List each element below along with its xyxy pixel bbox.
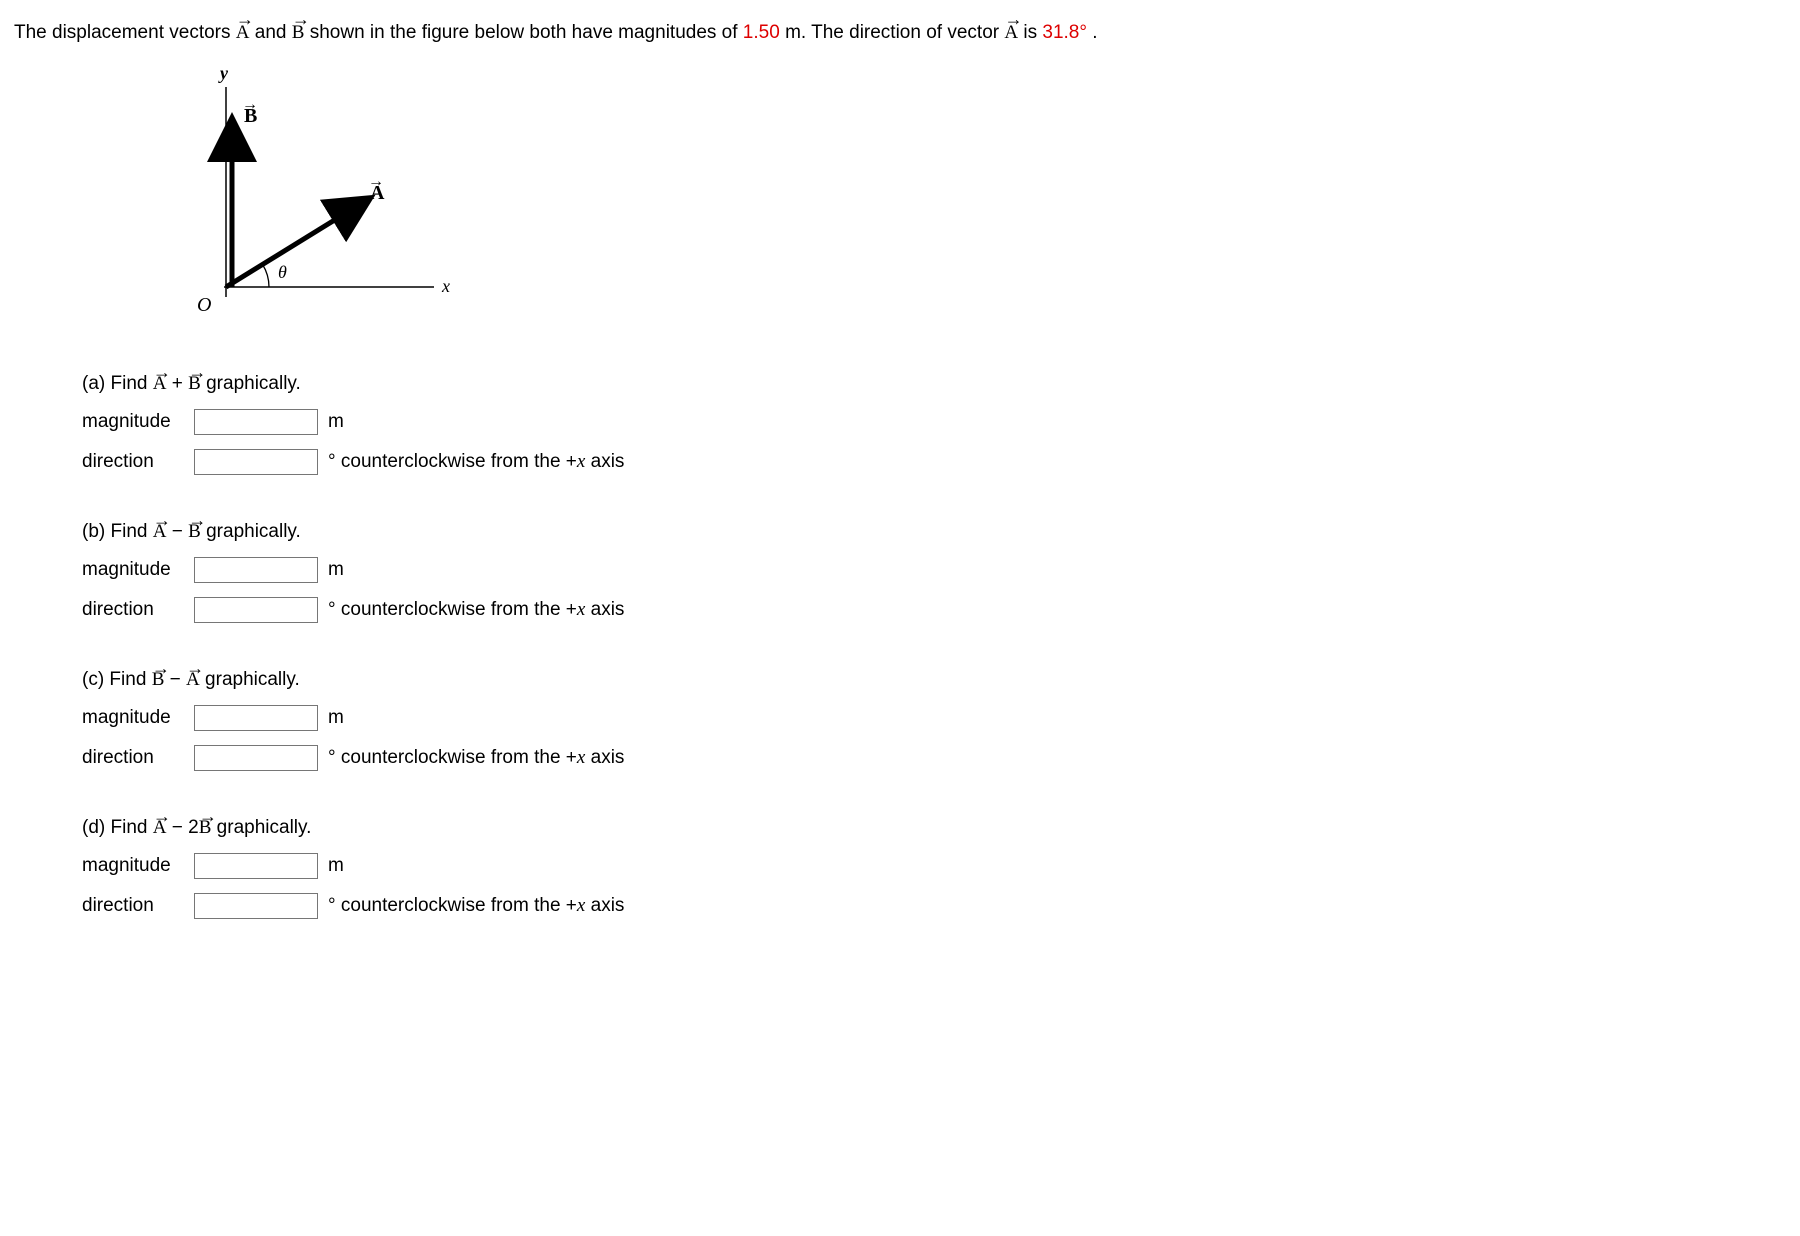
part-d: (d) Find →A − 2→B graphically.magnitudem… [82, 817, 1786, 919]
direction-row: direction ° counterclockwise from the +x … [82, 449, 1786, 475]
magnitude-input-d[interactable] [194, 853, 318, 879]
unit-m: m [328, 559, 344, 581]
intro-mid1: and [255, 22, 292, 43]
vector-A-symbol: →A [153, 373, 167, 395]
vector-arrow-icon: → [186, 659, 200, 677]
unit-m: m [328, 707, 344, 729]
vector-B-inline: → B [292, 20, 305, 47]
vector-A-inline-2: → A [1004, 20, 1018, 47]
magnitude-label: magnitude [82, 855, 194, 877]
unit-direction: ° counterclockwise from the +x axis [328, 599, 624, 621]
prompt-prefix: (d) Find [82, 817, 153, 838]
vector-arrow-icon: → [152, 659, 165, 677]
vector-arrow-icon: → [199, 807, 212, 825]
figure-svg: y x O B → A → θ [164, 67, 484, 337]
prompt-suffix: graphically. [211, 817, 311, 838]
prompt-prefix: (a) Find [82, 373, 153, 394]
unit-direction: ° counterclockwise from the +x axis [328, 747, 624, 769]
vector-arrow-icon: → [153, 511, 167, 529]
direction-input-c[interactable] [194, 745, 318, 771]
vector-A-symbol: →A [186, 669, 200, 691]
prompt-suffix: graphically. [201, 373, 301, 394]
magnitude-label: magnitude [82, 411, 194, 433]
vector-arrow-icon: → [153, 807, 167, 825]
part-b: (b) Find →A − →B graphically.magnitudemd… [82, 521, 1786, 623]
axis-x-label: x [441, 276, 450, 296]
intro-mid2: shown in the figure below both have magn… [310, 22, 743, 43]
prompt-prefix: (c) Find [82, 669, 152, 690]
part-prompt-b: (b) Find →A − →B graphically. [82, 521, 1786, 543]
intro-prefix: The displacement vectors [14, 22, 236, 43]
vector-arrow-icon: → [242, 96, 258, 113]
angle-value: 31.8° [1042, 22, 1087, 43]
problems-section: (a) Find →A + →B graphically.magnitudemd… [82, 373, 1786, 919]
part-prompt-c: (c) Find →B − →A graphically. [82, 669, 1786, 691]
prompt-prefix: (b) Find [82, 521, 153, 542]
magnitude-row: magnitude m [82, 853, 1786, 879]
vector-arrow-icon: → [188, 511, 201, 529]
direction-input-d[interactable] [194, 893, 318, 919]
unit-m: m [328, 411, 344, 433]
vector-B-symbol: →B [152, 669, 165, 691]
magnitude-row: magnitude m [82, 705, 1786, 731]
direction-label: direction [82, 599, 194, 621]
part-prompt-a: (a) Find →A + →B graphically. [82, 373, 1786, 395]
vector-B-symbol: →B [199, 817, 212, 839]
part-a: (a) Find →A + →B graphically.magnitudemd… [82, 373, 1786, 475]
part-prompt-d: (d) Find →A − 2→B graphically. [82, 817, 1786, 839]
magnitude-value: 1.50 [743, 22, 780, 43]
magnitude-input-a[interactable] [194, 409, 318, 435]
magnitude-input-c[interactable] [194, 705, 318, 731]
magnitude-row: magnitude m [82, 409, 1786, 435]
vector-A-symbol: →A [153, 817, 167, 839]
vector-B-symbol: →B [188, 373, 201, 395]
intro-mid3: m. The direction of vector [785, 22, 1004, 43]
direction-input-b[interactable] [194, 597, 318, 623]
unit-direction: ° counterclockwise from the +x axis [328, 895, 624, 917]
vector-arrow-icon: → [236, 10, 250, 28]
direction-row: direction ° counterclockwise from the +x … [82, 893, 1786, 919]
vector-A-inline: → A [236, 20, 250, 47]
direction-row: direction ° counterclockwise from the +x … [82, 745, 1786, 771]
vector-arrow-icon: → [1004, 10, 1018, 28]
prompt-suffix: graphically. [201, 521, 301, 542]
vector-B-symbol: →B [188, 521, 201, 543]
direction-row: direction ° counterclockwise from the +x … [82, 597, 1786, 623]
direction-label: direction [82, 747, 194, 769]
vector-arrow-icon: → [153, 363, 167, 381]
unit-m: m [328, 855, 344, 877]
intro-mid4: is [1023, 22, 1042, 43]
intro-suffix: . [1092, 22, 1097, 43]
unit-direction: ° counterclockwise from the +x axis [328, 451, 624, 473]
vector-figure: y x O B → A → θ [164, 67, 1786, 343]
direction-label: direction [82, 895, 194, 917]
vector-A-symbol: →A [153, 521, 167, 543]
intro-text: The displacement vectors → A and → B sho… [14, 20, 1786, 47]
part-c: (c) Find →B − →A graphically.magnitudemd… [82, 669, 1786, 771]
magnitude-label: magnitude [82, 707, 194, 729]
prompt-suffix: graphically. [200, 669, 300, 690]
magnitude-label: magnitude [82, 559, 194, 581]
magnitude-input-b[interactable] [194, 557, 318, 583]
origin-label: O [197, 294, 211, 316]
direction-input-a[interactable] [194, 449, 318, 475]
direction-label: direction [82, 451, 194, 473]
magnitude-row: magnitude m [82, 557, 1786, 583]
coefficient: 2 [188, 817, 199, 838]
vector-arrow-icon: → [188, 363, 201, 381]
theta-label: θ [278, 262, 287, 282]
vector-arrow-icon: → [368, 173, 384, 190]
vector-arrow-icon: → [292, 10, 305, 28]
axis-y-label: y [218, 67, 229, 83]
